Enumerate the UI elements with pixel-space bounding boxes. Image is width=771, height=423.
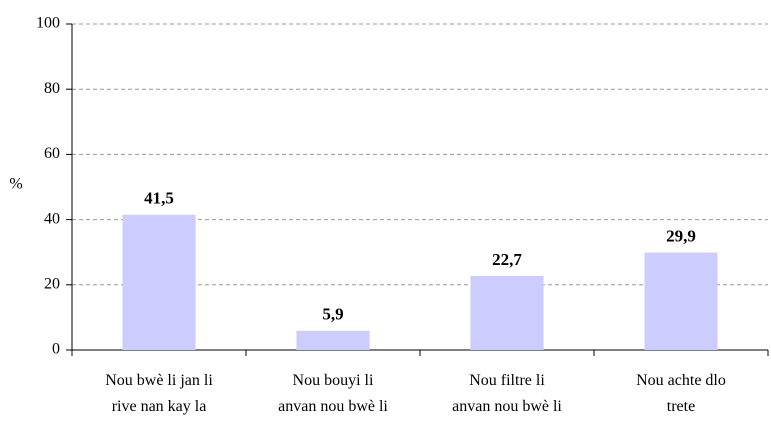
y-tick-label: 20 [44, 275, 60, 292]
y-axis-label: % [9, 176, 22, 193]
x-tick-label: Nou bwè li jan li rive nan kay la [105, 372, 213, 415]
y-tick-label: 40 [44, 210, 60, 227]
x-tick-label: Nou achte dlo trete [636, 372, 726, 415]
x-tick-label: Nou filtre li anvan nou bwè li [452, 372, 562, 415]
bar [470, 275, 544, 350]
bar [122, 214, 196, 350]
y-tick-label: 80 [44, 80, 60, 97]
value-label: 5,9 [322, 305, 343, 324]
y-tick-label: 60 [44, 145, 60, 162]
value-label: 41,5 [144, 189, 174, 208]
bar [644, 252, 718, 350]
value-label: 22,7 [492, 250, 522, 269]
y-tick-label: 100 [36, 15, 60, 32]
bar [296, 330, 370, 350]
value-label: 29,9 [666, 226, 696, 245]
y-tick-label: 0 [52, 341, 60, 358]
x-tick-label: Nou bouyi li anvan nou bwè li [278, 372, 388, 415]
